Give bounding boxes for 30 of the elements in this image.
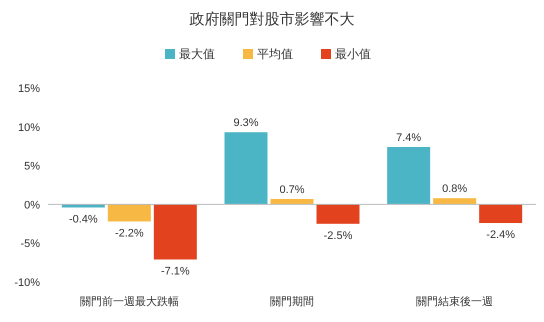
y-tick-label: -10%: [14, 277, 40, 289]
bar: [154, 204, 197, 260]
bar: [224, 132, 268, 204]
bar: [387, 146, 430, 204]
data-label: 0.8%: [442, 183, 468, 196]
data-label: 7.4%: [396, 132, 422, 144]
bar: [433, 198, 476, 204]
bar: [108, 204, 151, 222]
bar: [270, 198, 314, 204]
y-tick-label: -5%: [20, 238, 40, 250]
chart-title: 政府關門對股市影響不大: [190, 11, 354, 28]
x-tick-label: 關門前一週最大跌幅: [80, 295, 179, 308]
data-label: -2.4%: [486, 229, 516, 242]
data-label: -0.4%: [68, 214, 98, 226]
legend-label: 最小值: [335, 47, 371, 61]
data-label: -7.1%: [160, 265, 190, 278]
bar: [479, 204, 522, 224]
x-tick-label: 關門結束後一週: [416, 295, 494, 308]
y-tick-label: 15%: [18, 83, 40, 95]
data-label: -2.5%: [324, 230, 353, 242]
y-tick-label: 10%: [18, 122, 40, 134]
data-label: 9.3%: [233, 117, 259, 130]
bar: [316, 204, 360, 224]
data-label: -2.2%: [114, 227, 144, 240]
y-tick-label: 0%: [24, 199, 40, 212]
legend-label: 平均值: [257, 47, 293, 61]
legend-label: 最大值: [179, 47, 215, 61]
data-label: 0.7%: [279, 184, 305, 196]
x-tick-label: 關門期間: [270, 296, 314, 308]
y-tick-label: 5%: [24, 160, 40, 173]
